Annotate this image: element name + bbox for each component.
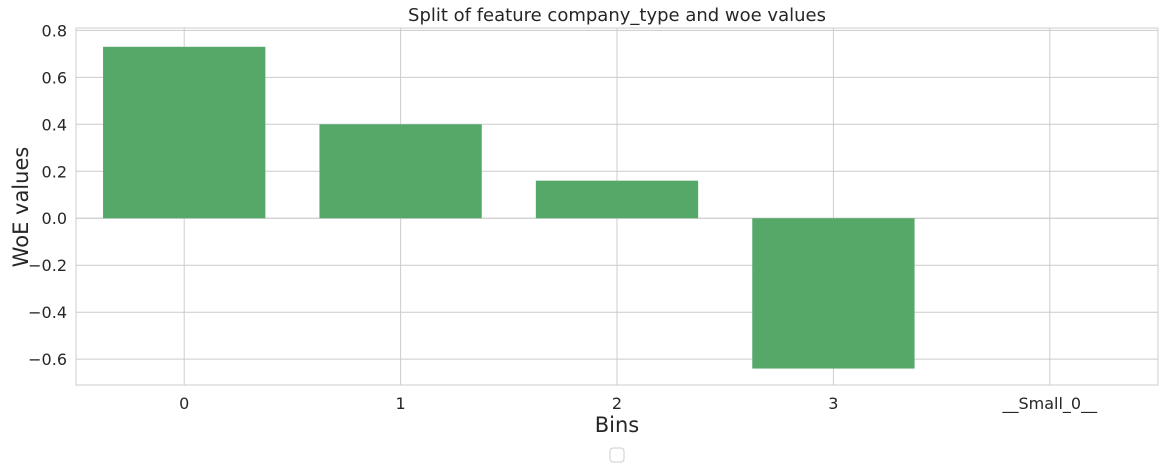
x-tick-labels: 0 1 2 3 __Small_0__ bbox=[179, 394, 1098, 414]
y-axis-label: WoE values bbox=[9, 147, 33, 268]
bar-1 bbox=[319, 124, 482, 219]
bar-3 bbox=[752, 218, 915, 369]
x-axis-label: Bins bbox=[595, 413, 640, 437]
x-tick-label: 3 bbox=[828, 394, 838, 413]
y-tick-label: 0.2 bbox=[42, 162, 67, 181]
y-tick-label: −0.4 bbox=[28, 303, 67, 322]
bar-series bbox=[103, 46, 915, 369]
y-tick-label: −0.2 bbox=[28, 256, 67, 275]
y-tick-label: 0.8 bbox=[42, 21, 67, 40]
bar-0 bbox=[103, 46, 266, 219]
x-tick-label: __Small_0__ bbox=[1001, 394, 1098, 414]
y-tick-label: −0.6 bbox=[28, 350, 67, 369]
y-tick-label: 0.4 bbox=[42, 115, 67, 134]
x-tick-label: 2 bbox=[612, 394, 622, 413]
y-tick-labels: 0.8 0.6 0.4 0.2 0.0 −0.2 −0.4 −0.6 bbox=[28, 21, 67, 369]
x-tick-label: 0 bbox=[179, 394, 189, 413]
empty-legend-box bbox=[609, 447, 625, 463]
y-tick-label: 0.6 bbox=[42, 68, 67, 87]
bar-2 bbox=[535, 180, 699, 219]
x-tick-label: 1 bbox=[396, 394, 406, 413]
y-tick-label: 0.0 bbox=[42, 209, 67, 228]
chart-title: Split of feature company_type and woe va… bbox=[408, 5, 826, 26]
